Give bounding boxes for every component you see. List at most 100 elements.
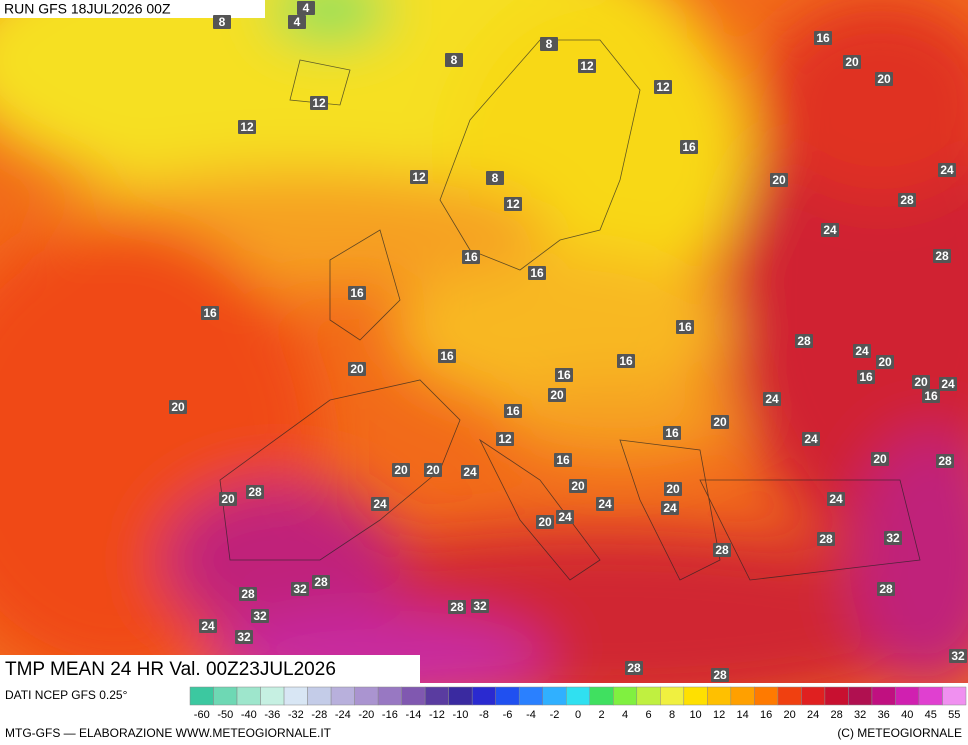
scale-label: -2 <box>550 709 560 721</box>
scale-cell <box>660 686 685 706</box>
label-box <box>528 266 546 280</box>
scale-cell <box>448 686 473 706</box>
contour-label: 8 <box>451 53 458 67</box>
label-box <box>251 609 269 623</box>
label-box <box>713 543 731 557</box>
label-box <box>939 377 957 391</box>
scale-cell <box>942 686 967 706</box>
source: DATI NCEP GFS 0.25° <box>5 688 128 702</box>
scale-label: -40 <box>241 709 257 721</box>
contour-label: 16 <box>530 266 544 280</box>
contour-label: 24 <box>823 223 837 237</box>
scale-label: -32 <box>288 709 304 721</box>
scale-cell <box>424 686 449 706</box>
contour-label: 24 <box>373 497 387 511</box>
label-box <box>676 320 694 334</box>
label-box <box>536 515 554 529</box>
contour-label: 28 <box>713 668 727 682</box>
contour-label: 20 <box>914 375 928 389</box>
contour-label: 16 <box>665 426 679 440</box>
scale-label: -10 <box>452 709 468 721</box>
contour-label: 8 <box>546 37 553 51</box>
contour-label: 20 <box>426 463 440 477</box>
label-box <box>554 453 572 467</box>
label-box <box>219 492 237 506</box>
label-box <box>471 599 489 613</box>
label-box <box>486 171 504 185</box>
label-box <box>169 400 187 414</box>
contour-label: 20 <box>221 492 235 506</box>
label-box <box>802 432 820 446</box>
label-box <box>884 531 902 545</box>
scale-label: 6 <box>645 709 651 721</box>
contour-label: 28 <box>627 661 641 675</box>
contour-label: 28 <box>797 334 811 348</box>
contour-label: 16 <box>556 453 570 467</box>
label-box <box>763 392 781 406</box>
label-box <box>654 80 672 94</box>
label-box <box>213 15 231 29</box>
label-box <box>663 426 681 440</box>
label-box <box>348 362 366 376</box>
scale-label: 20 <box>784 709 796 721</box>
label-box <box>876 355 894 369</box>
scale-cell <box>189 686 214 706</box>
scale-label: -12 <box>429 709 445 721</box>
label-box <box>814 31 832 45</box>
contour-label: 20 <box>571 479 585 493</box>
scale-label: -16 <box>382 709 398 721</box>
scale-cell <box>542 686 567 706</box>
contour-label: 12 <box>412 170 426 184</box>
contour-label: 28 <box>938 454 952 468</box>
label-box <box>310 96 328 110</box>
contour-label: 16 <box>678 320 692 334</box>
contour-label: 12 <box>580 59 594 73</box>
label-box <box>504 197 522 211</box>
scale-label: 55 <box>948 709 960 721</box>
scale-label: 24 <box>807 709 819 721</box>
label-box <box>246 485 264 499</box>
scale-cell <box>707 686 732 706</box>
contour-label: 20 <box>666 482 680 496</box>
scale-cell <box>754 686 779 706</box>
scale-cell <box>260 686 285 706</box>
credit: MTG-GFS — ELABORAZIONE WWW.METEOGIORNALE… <box>5 726 332 740</box>
contour-label: 4 <box>294 15 301 29</box>
contour-label: 12 <box>498 432 512 446</box>
label-box <box>569 479 587 493</box>
label-box <box>462 250 480 264</box>
contour-label: 12 <box>240 120 254 134</box>
contour-label: 28 <box>900 193 914 207</box>
scale-cell <box>307 686 332 706</box>
contour-label: 24 <box>940 163 954 177</box>
contour-label: 12 <box>656 80 670 94</box>
scale-label: 36 <box>878 709 890 721</box>
scale-label: -60 <box>194 709 210 721</box>
contour-label: 16 <box>506 404 520 418</box>
scale-label: 2 <box>598 709 604 721</box>
contour-label: 28 <box>248 485 262 499</box>
contour-label: 16 <box>682 140 696 154</box>
scale-label: -4 <box>526 709 536 721</box>
scale-label: 4 <box>622 709 628 721</box>
label-box <box>933 249 951 263</box>
scale-label: 10 <box>689 709 701 721</box>
label-box <box>239 587 257 601</box>
contour-label: 20 <box>845 55 859 69</box>
label-box <box>680 140 698 154</box>
contour-label: 16 <box>440 349 454 363</box>
label-box <box>548 388 566 402</box>
map-title: TMP MEAN 24 HR Val. 00Z23JUL2026 <box>5 659 336 680</box>
contour-label: 20 <box>350 362 364 376</box>
label-box <box>235 630 253 644</box>
label-box <box>424 463 442 477</box>
contour-label: 24 <box>804 432 818 446</box>
scale-cell <box>848 686 873 706</box>
contour-label: 20 <box>171 400 185 414</box>
contour-label: 16 <box>464 250 478 264</box>
scale-label: -36 <box>264 709 280 721</box>
contour-label: 16 <box>203 306 217 320</box>
scale-cell <box>801 686 826 706</box>
scale-cell <box>636 686 661 706</box>
contour-label: 24 <box>829 492 843 506</box>
